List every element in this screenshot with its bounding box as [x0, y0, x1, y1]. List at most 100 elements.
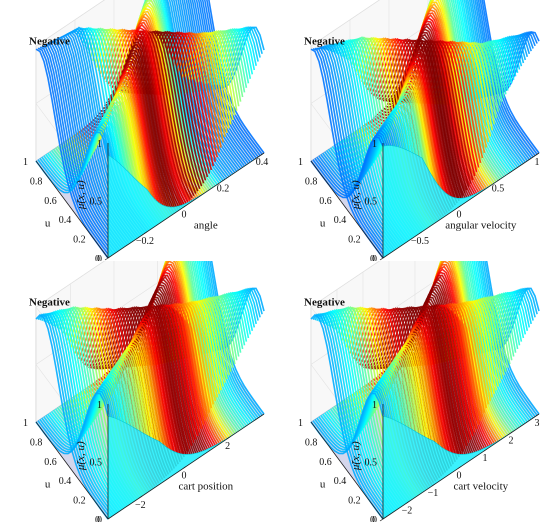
x-tick-label: 2	[225, 441, 230, 452]
axis-box	[35, 404, 265, 520]
axis-box	[310, 143, 540, 261]
u-tick-label: 0.4	[59, 476, 72, 487]
surface-strand-negative	[37, 47, 111, 258]
x-tick-label: 0	[457, 210, 462, 221]
surface-strand-positive	[205, 261, 259, 419]
annotation-negative: Negative	[29, 297, 70, 309]
surface-strands	[35, 261, 265, 520]
u-tick-label: 0.8	[305, 176, 318, 187]
z-tick-label: 1	[97, 139, 102, 150]
u-tick-label: 0	[95, 254, 100, 261]
surface-strand-positive	[187, 0, 246, 167]
x-tick-label: −1	[428, 488, 439, 499]
u-axis-label: u	[45, 478, 51, 490]
u-axis-label: u	[320, 217, 326, 229]
axis-box	[310, 404, 540, 522]
surface-strand-positive	[474, 0, 530, 161]
surface-strand-positive	[175, 0, 234, 175]
x-tick-label: 1	[535, 157, 540, 168]
surface-strand-negative	[39, 46, 113, 256]
surface-strand-positive	[425, 0, 499, 181]
surface-strand-positive	[466, 261, 519, 429]
z-tick-label: 0.5	[90, 197, 103, 208]
z-tick-label: 1	[97, 400, 102, 411]
surface-strand-positive	[181, 0, 240, 171]
x-axis-label: angular velocity	[445, 219, 517, 231]
u-tick-label: 1	[298, 418, 303, 429]
x-tick-label: −0.2	[136, 236, 154, 247]
axis-box	[35, 143, 265, 261]
u-tick-label: 0	[370, 515, 375, 522]
x-tick-label: 0.2	[217, 183, 230, 194]
u-tick-label: 0.2	[73, 496, 86, 507]
z-tick-label: 0.5	[365, 458, 378, 469]
surface-strand-positive	[198, 261, 251, 424]
x-tick-label: −2	[402, 506, 413, 517]
surface-strand-positive	[201, 0, 259, 158]
surface-strand-positive	[473, 261, 526, 424]
u-axis-label: u	[320, 478, 326, 490]
surface-panel-1: −0.4−0.200.20.400.20.40.60.8100.51angleu…	[0, 0, 275, 261]
u-tick-label: 0.6	[44, 457, 57, 468]
surface-strand-positive	[210, 261, 265, 415]
surface-strand-positive	[163, 261, 238, 433]
u-tick-label: 0.2	[73, 235, 86, 246]
z-axis-label: μ̃(x, u)	[75, 441, 87, 471]
surface-strand-positive	[463, 0, 519, 168]
surface-strand-positive	[457, 0, 513, 172]
u-tick-label: 1	[23, 418, 28, 429]
surface-strand-positive	[468, 0, 525, 164]
z-axis-label: μ̃(x, u)	[350, 180, 362, 210]
surface-strand-negative	[45, 43, 119, 252]
surface-strand-positive	[421, 0, 495, 184]
x-axis-label: angle	[194, 219, 218, 231]
surface-plot: −0.4−0.200.20.400.20.40.60.8100.51angleu…	[23, 0, 269, 261]
u-tick-label: 0.4	[59, 215, 72, 226]
z-tick-label: 0.5	[90, 458, 103, 469]
z-tick-label: 1	[372, 139, 377, 150]
annotation-negative: Negative	[304, 297, 345, 309]
u-tick-label: 0.6	[319, 457, 332, 468]
u-tick-label: 0.4	[334, 476, 347, 487]
surface-strand-positive	[203, 0, 261, 157]
surface-strand-positive	[438, 261, 513, 433]
z-tick-label: 0	[372, 515, 377, 522]
surface-strand-positive	[140, 0, 214, 188]
x-tick-label: 0	[182, 210, 187, 221]
surface-strand-positive	[195, 0, 253, 162]
u-tick-label: 0.8	[30, 176, 43, 187]
z-tick-label: 0	[372, 254, 377, 261]
x-axis-label: cart velocity	[453, 480, 508, 492]
u-tick-label: 0	[95, 515, 100, 522]
x-tick-label: 0	[457, 471, 462, 482]
u-tick-label: 0.8	[305, 437, 318, 448]
surface-strand-negative	[41, 45, 115, 255]
surface-panel-3: −2 0 2 0 0.2 0.4 0.6 0.8 1 0 0.5 1 cart position u μ̃(…	[0, 261, 275, 522]
u-tick-label: 0	[370, 254, 375, 261]
annotation-negative: Negative	[29, 36, 70, 48]
x-tick-label: 0.4	[256, 157, 269, 168]
z-axis-label: μ̃(x, u)	[350, 441, 362, 471]
u-tick-label: 0.6	[44, 196, 57, 207]
z-tick-label: 0	[97, 254, 102, 261]
surface-strand-positive	[132, 1, 207, 193]
u-tick-label: 0.2	[348, 496, 361, 507]
u-tick-label: 1	[298, 157, 303, 168]
annotation-negative: Negative	[304, 36, 345, 48]
surface-strand-positive	[479, 0, 536, 157]
z-axis-label: μ̃(x, u)	[75, 180, 87, 210]
surface-strand-positive	[172, 0, 232, 176]
u-tick-label: 0.4	[334, 215, 347, 226]
u-tick-label: 1	[23, 157, 28, 168]
surface-strand-positive	[163, 0, 222, 183]
u-tick-label: 0.8	[30, 437, 43, 448]
x-tick-label: 0	[182, 471, 187, 482]
u-tick-label: 0.6	[319, 196, 332, 207]
surface-strand-positive	[203, 261, 257, 420]
